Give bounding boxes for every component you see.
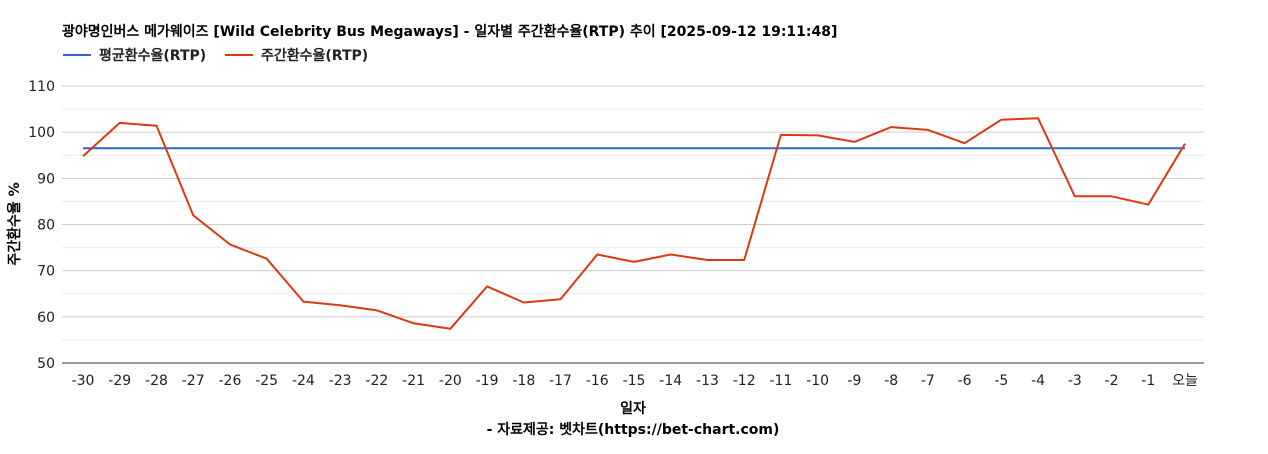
series-lines: [82, 117, 1186, 330]
x-tick-label: -26: [218, 373, 241, 389]
chart-title: 광야명인버스 메가웨이즈 [Wild Celebrity Bus Megaway…: [62, 23, 837, 40]
x-tick-label: -6: [958, 373, 972, 389]
x-tick-label: -5: [994, 373, 1008, 389]
y-tick-label: 50: [37, 356, 55, 372]
legend-label: 평균환수율(RTP): [99, 47, 206, 64]
x-axis-ticks: -30 -29 -28 -27 -26 -25 -24 -23 -22 -21 -20 -19 -18-…: [72, 373, 1198, 389]
x-tick-label: -15: [623, 373, 646, 389]
y-tick-label: 60: [37, 310, 55, 326]
x-tick-label: -13: [696, 373, 719, 389]
x-tick-label: -4: [1031, 373, 1045, 389]
legend-item[interactable]: 평균환수율(RTP): [63, 47, 206, 64]
x-tick-label: -20: [439, 373, 462, 389]
legend-item[interactable]: 주간환수율(RTP): [225, 47, 368, 64]
x-tick-label: -22: [365, 373, 388, 389]
x-tick-label: -1: [1141, 373, 1155, 389]
y-tick-label: 70: [37, 264, 55, 280]
x-tick-label: -25: [255, 373, 278, 389]
x-tick-label: -17: [549, 373, 572, 389]
series-line-weekly-rtp: [82, 117, 1186, 330]
x-tick-label: -30: [72, 373, 95, 389]
x-tick-label: -18: [512, 373, 535, 389]
x-tick-label: -24: [292, 373, 315, 389]
y-tick-label: 110: [28, 79, 55, 95]
y-tick-label: 90: [37, 171, 55, 187]
y-axis-label: 주간환수율 %: [6, 182, 23, 265]
y-axis-ticks: 50 60 70 80 90 100 110: [28, 79, 55, 372]
x-tick-label: -19: [476, 373, 499, 389]
x-tick-label: -16: [586, 373, 609, 389]
y-tick-label: 80: [37, 218, 55, 234]
grid-lines: [62, 85, 1204, 364]
y-tick-label: 100: [28, 125, 55, 141]
x-tick-label: -2: [1105, 373, 1119, 389]
x-tick-label: -10: [806, 373, 829, 389]
x-tick-label: -29: [108, 373, 131, 389]
x-tick-label: -28: [145, 373, 168, 389]
x-tick-label: 오늘: [1172, 373, 1198, 389]
x-axis-label: 일자: [620, 401, 646, 417]
legend: 평균환수율(RTP) 주간환수율(RTP): [63, 47, 368, 64]
x-tick-label: -14: [659, 373, 682, 389]
x-tick-label: -9: [847, 373, 861, 389]
x-tick-label: -7: [921, 373, 935, 389]
x-tick-label: -21: [402, 373, 425, 389]
x-tick-label: -27: [182, 373, 205, 389]
legend-label: 주간환수율(RTP): [261, 47, 368, 64]
x-tick-label: -11: [769, 373, 792, 389]
x-tick-label: -12: [733, 373, 756, 389]
source-credit: - 자료제공: 벳차트(https://bet-chart.com): [487, 421, 780, 438]
x-tick-label: -3: [1068, 373, 1082, 389]
x-tick-label: -8: [884, 373, 898, 389]
x-tick-label: -23: [329, 373, 352, 389]
